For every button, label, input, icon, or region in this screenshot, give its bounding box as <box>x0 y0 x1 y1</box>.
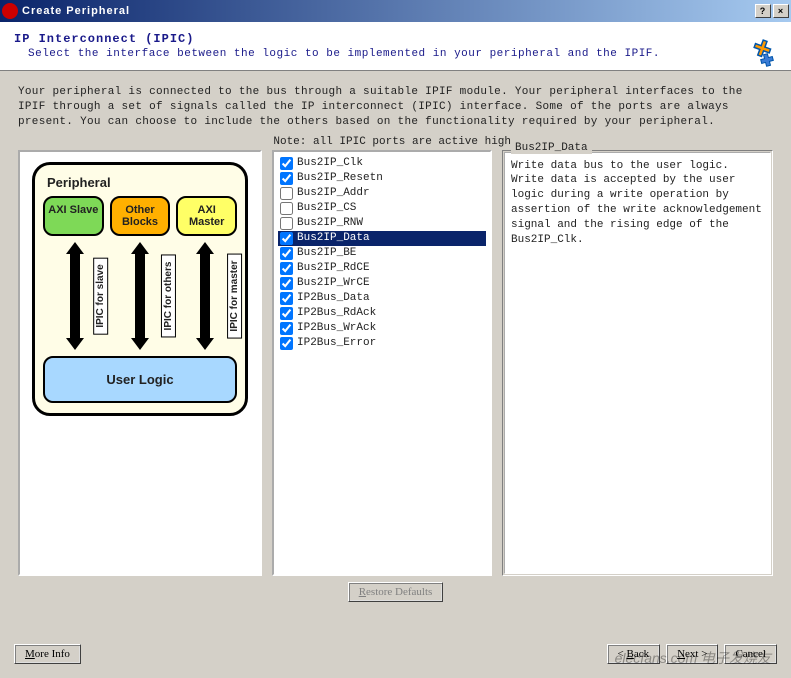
port-item-ip2bus_rdack[interactable]: IP2Bus_RdAck <box>278 306 486 321</box>
arrow-others-label: IPIC for others <box>161 254 176 337</box>
titlebar-buttons: ? × <box>755 4 789 18</box>
port-item-bus2ip_wrce[interactable]: Bus2IP_WrCE <box>278 276 486 291</box>
titlebar: Create Peripheral ? × <box>0 0 791 22</box>
port-label: Bus2IP_Data <box>297 232 370 244</box>
note-text: Note: all IPIC ports are active high. <box>18 136 773 148</box>
port-label: IP2Bus_Data <box>297 292 370 304</box>
port-item-bus2ip_cs[interactable]: Bus2IP_CS <box>278 201 486 216</box>
nav-buttons: < Back Next > Cancel <box>607 644 777 664</box>
port-item-ip2bus_error[interactable]: IP2Bus_Error <box>278 336 486 351</box>
description-legend: Bus2IP_Data <box>511 142 592 154</box>
port-item-ip2bus_data[interactable]: IP2Bus_Data <box>278 291 486 306</box>
port-checkbox[interactable] <box>280 337 293 350</box>
wizard-icon <box>745 36 777 68</box>
ip-blocks-row: AXI Slave Other Blocks AXI Master <box>43 196 237 236</box>
back-button[interactable]: < Back <box>607 644 661 664</box>
app-icon <box>2 3 18 19</box>
page-title: IP Interconnect (IPIC) <box>14 32 777 46</box>
port-label: Bus2IP_Resetn <box>297 172 383 184</box>
port-checkbox[interactable] <box>280 187 293 200</box>
description-text: Your peripheral is connected to the bus … <box>18 85 773 130</box>
port-item-bus2ip_clk[interactable]: Bus2IP_Clk <box>278 156 486 171</box>
wizard-header: IP Interconnect (IPIC) Select the interf… <box>0 22 791 71</box>
port-checkbox[interactable] <box>280 292 293 305</box>
port-checkbox[interactable] <box>280 217 293 230</box>
arrow-slave-label: IPIC for slave <box>94 257 109 334</box>
description-fieldset: Bus2IP_Data Write data bus to the user l… <box>502 150 773 576</box>
port-checkbox[interactable] <box>280 172 293 185</box>
ports-panel: Bus2IP_Clk Bus2IP_Resetn Bus2IP_Addr Bus2IP… <box>272 150 492 576</box>
port-label: IP2Bus_RdAck <box>297 307 376 319</box>
port-checkbox[interactable] <box>280 307 293 320</box>
restore-row: Restore Defaults <box>18 582 773 602</box>
port-label: Bus2IP_RNW <box>297 217 363 229</box>
axi-master-block: AXI Master <box>176 196 237 236</box>
port-label: IP2Bus_Error <box>297 337 376 349</box>
port-checkbox[interactable] <box>280 232 293 245</box>
description-panel-wrap: Bus2IP_Data Write data bus to the user l… <box>502 150 773 576</box>
wizard-body: Your peripheral is connected to the bus … <box>0 71 791 610</box>
port-label: IP2Bus_WrAck <box>297 322 376 334</box>
wizard-footer: More Info < Back Next > Cancel <box>14 644 777 664</box>
arrow-slave: IPIC for slave <box>66 242 84 350</box>
port-label: Bus2IP_RdCE <box>297 262 370 274</box>
help-button[interactable]: ? <box>755 4 771 18</box>
port-item-bus2ip_addr[interactable]: Bus2IP_Addr <box>278 186 486 201</box>
peripheral-label: Peripheral <box>47 175 237 190</box>
other-blocks-block: Other Blocks <box>110 196 171 236</box>
arrow-master-label: IPIC for master <box>227 253 242 338</box>
restore-label: estore Defaults <box>366 586 432 598</box>
port-description-text: Write data bus to the user logic. Write … <box>511 159 764 248</box>
port-label: Bus2IP_Clk <box>297 157 363 169</box>
next-button[interactable]: Next > <box>666 644 718 664</box>
panels-row: Peripheral AXI Slave Other Blocks AXI Ma… <box>18 150 773 576</box>
port-checkbox[interactable] <box>280 157 293 170</box>
diagram-panel: Peripheral AXI Slave Other Blocks AXI Ma… <box>18 150 262 576</box>
page-subtitle: Select the interface between the logic t… <box>28 48 777 60</box>
arrow-master: IPIC for master <box>196 242 214 350</box>
arrows-row: IPIC for slave IPIC for others IPIC for … <box>43 242 237 350</box>
axi-slave-block: AXI Slave <box>43 196 104 236</box>
port-checkbox[interactable] <box>280 277 293 290</box>
restore-defaults-button[interactable]: Restore Defaults <box>348 582 444 602</box>
user-logic-block: User Logic <box>43 356 237 403</box>
port-checkbox[interactable] <box>280 262 293 275</box>
port-checkbox[interactable] <box>280 202 293 215</box>
port-checkbox[interactable] <box>280 322 293 335</box>
port-item-bus2ip_rnw[interactable]: Bus2IP_RNW <box>278 216 486 231</box>
port-checkbox[interactable] <box>280 247 293 260</box>
port-item-bus2ip_rdce[interactable]: Bus2IP_RdCE <box>278 261 486 276</box>
port-item-bus2ip_data[interactable]: Bus2IP_Data <box>278 231 486 246</box>
port-item-ip2bus_wrack[interactable]: IP2Bus_WrAck <box>278 321 486 336</box>
more-info-button[interactable]: More Info <box>14 644 81 664</box>
port-item-bus2ip_resetn[interactable]: Bus2IP_Resetn <box>278 171 486 186</box>
description-inner: Write data bus to the user logic. Write … <box>504 152 771 574</box>
cancel-button[interactable]: Cancel <box>724 644 777 664</box>
window-title: Create Peripheral <box>22 5 755 17</box>
port-label: Bus2IP_WrCE <box>297 277 370 289</box>
arrow-others: IPIC for others <box>131 242 149 350</box>
port-label: Bus2IP_CS <box>297 202 356 214</box>
close-button[interactable]: × <box>773 4 789 18</box>
port-item-bus2ip_be[interactable]: Bus2IP_BE <box>278 246 486 261</box>
peripheral-box: Peripheral AXI Slave Other Blocks AXI Ma… <box>32 162 248 416</box>
port-label: Bus2IP_Addr <box>297 187 370 199</box>
ipic-diagram: Peripheral AXI Slave Other Blocks AXI Ma… <box>32 162 248 416</box>
port-label: Bus2IP_BE <box>297 247 356 259</box>
